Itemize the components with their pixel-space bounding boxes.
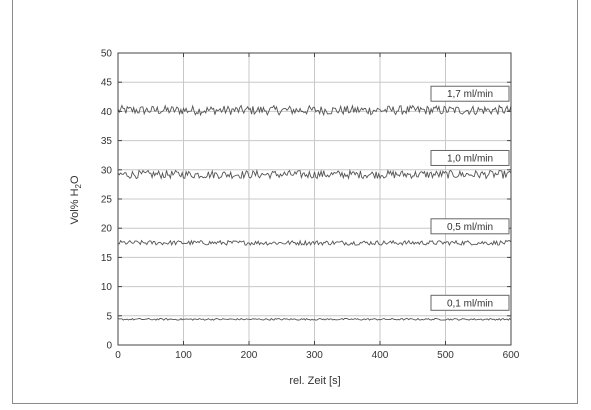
y-axis-label: Vol% H2O xyxy=(69,175,83,225)
y-tick-label: 30 xyxy=(101,165,113,176)
y-tick-label: 5 xyxy=(106,311,112,322)
y-tick-label: 45 xyxy=(101,78,113,89)
series-lines xyxy=(117,104,512,321)
series-label: 1,0 ml/min xyxy=(447,153,493,164)
series-label: 1,7 ml/min xyxy=(447,89,493,100)
x-tick-label: 400 xyxy=(372,350,389,361)
y-tick-label: 0 xyxy=(106,341,112,352)
y-tick-label: 50 xyxy=(101,49,113,60)
x-tick-label: 100 xyxy=(175,350,192,361)
x-tick-label: 300 xyxy=(306,350,323,361)
series-line xyxy=(117,104,512,117)
series-label: 0,5 ml/min xyxy=(447,222,493,233)
y-tick-label: 35 xyxy=(101,136,113,147)
y-tick-label: 10 xyxy=(101,282,113,293)
series-label-box xyxy=(430,218,510,235)
x-tick-label: 600 xyxy=(503,350,520,361)
x-tick-label: 500 xyxy=(437,350,454,361)
y-tick-label: 40 xyxy=(101,107,113,118)
x-axis-label: rel. Zeit [s] xyxy=(289,375,340,387)
tick-labels: 0 100 200 300 400 500 600 0 5 10 15 20 25 30 35 40 45 50 xyxy=(101,49,520,362)
figure-frame xyxy=(12,0,578,404)
x-tick-label: 0 xyxy=(115,350,121,361)
series-label-box xyxy=(430,85,510,102)
y-tick-label: 20 xyxy=(101,224,113,235)
y-tick-label: 25 xyxy=(101,195,113,206)
x-tick-label: 200 xyxy=(241,350,258,361)
series-labels: 1,7 ml/min 1,0 ml/min 0,5 ml/min 0,1 ml/min xyxy=(430,85,510,311)
series-label-box xyxy=(430,294,510,311)
series-label: 0,1 ml/min xyxy=(447,298,493,309)
series-label-box xyxy=(430,149,510,166)
series-line xyxy=(117,317,512,321)
series-line xyxy=(117,239,512,247)
y-tick-label: 15 xyxy=(101,253,113,264)
series-line xyxy=(117,168,512,180)
